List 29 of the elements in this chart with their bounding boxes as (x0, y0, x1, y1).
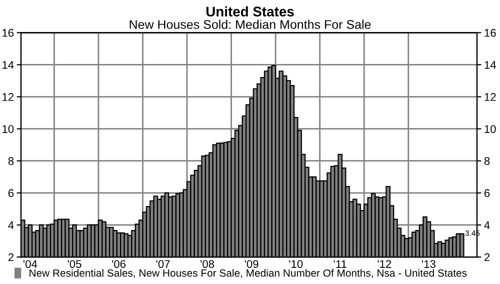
x-tick-label: '04 (24, 260, 38, 268)
y-tick-label: 12 (2, 93, 14, 101)
y-tick-label: 6 (8, 189, 14, 198)
y2-tick-label: 14 (484, 61, 496, 69)
x-tick-label: '10 (289, 260, 303, 268)
x-tick-label: '06 (112, 260, 126, 268)
chart-title: United States (206, 6, 294, 17)
x-tick-label: '13 (422, 260, 436, 268)
x-tick-label: '08 (200, 260, 214, 268)
x-tick-label: '12 (378, 260, 392, 268)
x-tick-label: '11 (334, 260, 346, 268)
y2-tick-label: 2 (484, 253, 490, 262)
x-tick-label: '07 (156, 260, 170, 268)
y-tick-label: 16 (2, 28, 14, 37)
y-tick-label: 10 (2, 125, 14, 133)
y2-tick-label: 4 (484, 221, 490, 229)
y-tick-label: 14 (2, 61, 14, 69)
y2-tick-label: 6 (484, 189, 490, 198)
y-tick-label: 2 (8, 253, 14, 262)
y2-tick-label: 10 (484, 125, 496, 133)
y-tick-label: 4 (8, 221, 14, 229)
x-tick-label: '05 (68, 260, 82, 268)
x-tick-label: '09 (244, 260, 258, 268)
legend-label: New Residential Sales, New Houses For Sale, Median Number Of Months, Nsa - United States (30, 269, 467, 278)
y2-tick-label: 12 (484, 93, 496, 101)
chart-subtitle: New Houses Sold: Median Months For Sale (130, 20, 371, 29)
y2-tick-label: 16 (484, 28, 496, 37)
y-tick-label: 8 (8, 157, 14, 165)
y2-tick-label: 8 (484, 157, 490, 165)
